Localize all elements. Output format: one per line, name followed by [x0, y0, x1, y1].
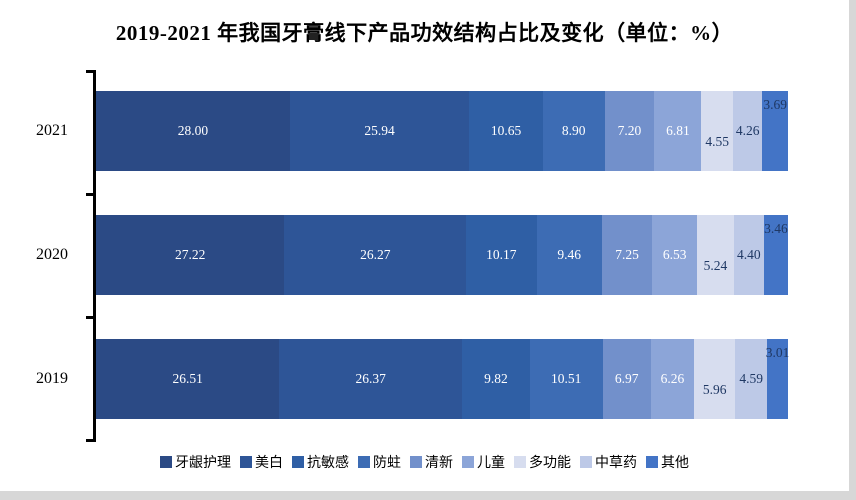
legend-swatch [240, 456, 252, 468]
segment-value: 4.59 [739, 371, 764, 386]
year-label: 2019 [36, 370, 68, 387]
bar-segment: 27.22 [96, 215, 285, 295]
bar-segment: 25.94 [289, 91, 470, 171]
axis-tick [86, 70, 94, 73]
legend-label: 抗敏感 [307, 456, 349, 471]
legend-swatch [358, 456, 370, 468]
segment-value: 10.51 [551, 371, 582, 386]
bar-segment: 26.51 [96, 339, 280, 419]
y-axis-line [86, 70, 96, 442]
segment-value: 4.40 [736, 247, 761, 262]
segment-value: 5.96 [702, 382, 727, 397]
segment-value: 9.46 [557, 247, 582, 262]
legend-swatch [514, 456, 526, 468]
legend-item: 美白 [240, 452, 283, 472]
legend-swatch [410, 456, 422, 468]
segment-value: 26.51 [172, 371, 203, 386]
bar-segment: 26.37 [279, 339, 462, 419]
stacked-bar-2019: 26.51 26.37 9.82 10.51 6.97 6.26 5.96 4.59 3.01 [96, 339, 790, 419]
segment-value: 10.17 [486, 247, 517, 262]
bar-segment: 6.53 [652, 215, 698, 295]
legend-swatch [292, 456, 304, 468]
legend-swatch [580, 456, 592, 468]
bar-segment: 3.01 [765, 339, 790, 419]
segment-value: 25.94 [364, 123, 395, 138]
axis-tick [86, 193, 94, 196]
legend-item: 其他 [646, 452, 689, 472]
legend-label: 儿童 [477, 456, 505, 471]
legend: 牙龈护理 美白 抗敏感 防蛀 清新 儿童 多功能 中草药 其他 [0, 452, 849, 472]
segment-value: 3.46 [764, 221, 788, 236]
legend-label: 美白 [255, 456, 283, 471]
segment-value: 7.20 [617, 123, 642, 138]
year-label: 2021 [36, 122, 68, 139]
legend-label: 中草药 [595, 456, 637, 471]
legend-swatch [646, 456, 658, 468]
bar-segment: 6.26 [650, 339, 695, 419]
bar-segment: 10.65 [469, 91, 543, 171]
chart-panel: 2019-2021 年我国牙膏线下产品功效结构占比及变化（单位：%） 牙龈护理 美… [0, 0, 849, 491]
segment-value: 10.65 [490, 123, 522, 138]
legend-item: 牙龈护理 [160, 452, 231, 472]
segment-value: 6.97 [614, 371, 639, 386]
segment-value: 6.53 [662, 247, 687, 262]
bar-segment: 7.20 [604, 91, 655, 171]
legend-swatch [462, 456, 474, 468]
segment-value: 4.26 [735, 123, 760, 138]
legend-item: 抗敏感 [292, 452, 349, 472]
legend-item: 防蛀 [358, 452, 401, 472]
segment-value: 28.00 [177, 123, 209, 138]
stacked-bar-2020: 27.22 26.27 10.17 9.46 7.25 6.53 5.24 4.40 3.46 [96, 215, 788, 295]
segment-value: 7.25 [615, 247, 639, 262]
legend-item: 多功能 [514, 452, 571, 472]
bar-segment: 7.25 [601, 215, 653, 295]
legend-label: 其他 [661, 456, 689, 471]
bar-segment: 8.90 [542, 91, 605, 171]
bar-segment: 5.96 [694, 339, 736, 419]
stacked-bar-2021: 28.00 25.94 10.65 8.90 7.20 6.81 4.55 4.26 3.69 [96, 91, 788, 171]
legend-label: 防蛀 [373, 456, 401, 471]
segment-value: 9.82 [484, 371, 508, 386]
bar-segment: 4.55 [701, 91, 733, 171]
axis-tick [86, 316, 94, 319]
chart-title: 2019-2021 年我国牙膏线下产品功效结构占比及变化（单位：%） [115, 21, 734, 45]
legend-label: 牙龈护理 [175, 456, 231, 471]
segment-value: 27.22 [174, 247, 206, 262]
bar-segment: 5.24 [697, 215, 734, 295]
segment-value: 6.26 [660, 371, 685, 386]
segment-value: 5.24 [703, 258, 728, 273]
segment-value: 4.55 [705, 134, 729, 149]
bar-segment: 28.00 [96, 91, 290, 171]
segment-value: 3.01 [765, 345, 790, 360]
bar-segment: 10.17 [466, 215, 537, 295]
bar-segment: 3.46 [764, 215, 788, 295]
legend-item: 清新 [410, 452, 453, 472]
bar-segment: 3.69 [762, 91, 788, 171]
segment-value: 8.90 [561, 123, 586, 138]
axis-tick [86, 439, 94, 442]
legend-item: 儿童 [462, 452, 505, 472]
bar-segment: 4.26 [732, 91, 763, 171]
bar-segment: 26.27 [284, 215, 467, 295]
segment-value: 26.37 [355, 371, 386, 386]
bar-segment: 10.51 [529, 339, 603, 419]
legend-item: 中草药 [580, 452, 637, 472]
bar-segment: 4.40 [733, 215, 764, 295]
year-label: 2020 [36, 246, 68, 263]
legend-label: 清新 [425, 456, 453, 471]
bar-segment: 4.59 [735, 339, 768, 419]
segment-value: 26.27 [360, 247, 391, 262]
segment-value: 3.69 [763, 97, 787, 112]
bar-segment: 9.82 [461, 339, 530, 419]
legend-label: 多功能 [529, 456, 571, 471]
legend-swatch [160, 456, 172, 468]
segment-value: 6.81 [666, 123, 690, 138]
bar-segment: 9.46 [536, 215, 602, 295]
bar-segment: 6.97 [602, 339, 651, 419]
bar-segment: 6.81 [654, 91, 702, 171]
